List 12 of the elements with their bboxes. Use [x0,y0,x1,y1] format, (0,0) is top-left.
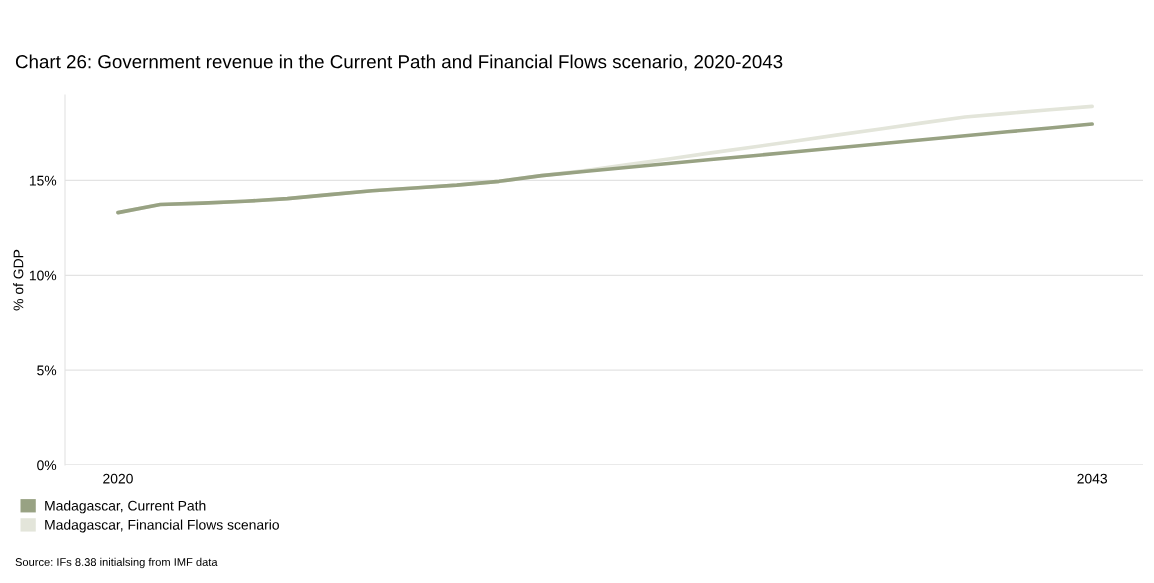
x-tick-label: 2020 [103,473,133,484]
y-tick-label: 15% [29,175,57,186]
chart-title: Chart 26: Government revenue in the Current Path and Financial Flows scenario, 2020-2043 [15,54,783,71]
y-tick-label: 0% [37,460,57,471]
line-series [116,122,1094,215]
legend-label: Madagascar, Financial Flows scenario [45,519,279,533]
y-tick-label: 5% [37,365,57,376]
source-note: Source: IFs 8.38 initialsing from IMF data [15,557,218,569]
y-tick-label: 10% [29,270,57,281]
y-axis-title: % of GDP [13,249,24,311]
legend-label: Madagascar, Current Path [45,500,206,514]
x-tick-label: 2043 [1077,473,1108,484]
